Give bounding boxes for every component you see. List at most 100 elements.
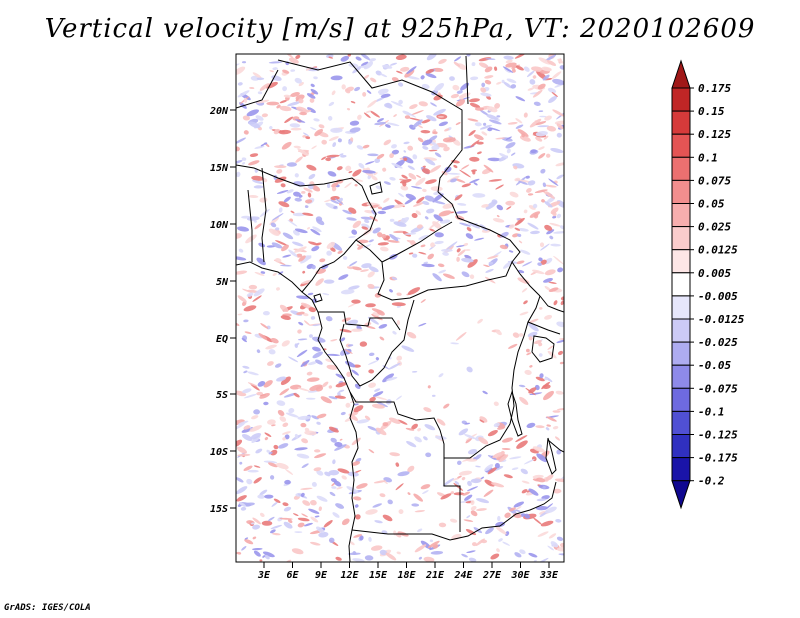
field-speckle [412, 253, 418, 258]
field-speckle [418, 125, 423, 129]
field-speckle [525, 175, 530, 179]
lake-chad [369, 181, 383, 195]
field-speckle [499, 153, 509, 159]
field-speckle [508, 343, 518, 349]
field-speckle [440, 493, 452, 500]
field-speckle [555, 390, 564, 395]
lon-tick-label: 18E [397, 570, 416, 581]
field-speckle [516, 260, 525, 265]
field-speckle [544, 314, 553, 320]
field-speckle [529, 118, 542, 128]
field-speckle [395, 462, 400, 467]
field-speckle [278, 201, 290, 208]
field-speckle [523, 458, 535, 465]
field-speckle [236, 486, 248, 495]
field-speckle [410, 186, 423, 189]
field-speckle [430, 186, 443, 192]
field-speckle [485, 527, 494, 535]
field-speckle [290, 69, 296, 72]
field-speckle [276, 169, 283, 174]
field-speckle [293, 191, 301, 197]
field-speckle [267, 419, 276, 425]
lon-tick-label: 12E [340, 570, 359, 581]
field-speckle [254, 271, 265, 276]
field-speckle [379, 73, 388, 78]
field-speckle [515, 65, 524, 71]
field-speckle [312, 346, 321, 352]
field-speckle [256, 391, 263, 396]
field-speckle [529, 365, 533, 368]
field-speckle [348, 236, 356, 238]
field-speckle [308, 307, 317, 313]
field-speckle [259, 209, 270, 217]
field-speckle [351, 229, 358, 235]
field-speckle [503, 55, 514, 60]
field-speckle [398, 82, 404, 87]
field-speckle [337, 138, 342, 143]
field-speckle [400, 66, 410, 72]
border-congo [339, 299, 415, 387]
field-speckle [368, 536, 372, 542]
field-speckle [364, 415, 371, 421]
field-speckle [532, 89, 543, 98]
field-speckle [392, 203, 405, 209]
field-speckle [449, 518, 458, 523]
field-speckle [246, 109, 259, 117]
field-speckle [416, 224, 423, 229]
field-speckle [391, 144, 397, 149]
field-speckle [414, 544, 427, 553]
field-speckle [538, 153, 546, 159]
field-speckle [251, 175, 264, 181]
field-speckle [487, 255, 499, 260]
lon-tick-label: 6E [286, 570, 299, 581]
field-speckle [425, 158, 436, 166]
colorbar-label: -0.075 [698, 382, 738, 395]
field-speckle [236, 226, 250, 232]
field-speckle [359, 535, 364, 541]
field-speckle [340, 411, 346, 416]
field-speckle [474, 122, 482, 127]
field-speckle [426, 208, 435, 214]
field-speckle [297, 517, 310, 522]
field-speckle [368, 266, 379, 273]
field-speckle [457, 475, 462, 479]
colorbar-bin [671, 387, 691, 412]
field-speckle [377, 210, 386, 215]
field-speckle [305, 199, 313, 204]
field-speckle [287, 101, 301, 107]
field-speckle [411, 503, 420, 507]
field-speckle [306, 164, 317, 171]
lake-malawi [545, 437, 557, 475]
field-speckle [375, 357, 380, 361]
field-speckle [279, 416, 287, 422]
field-speckle [346, 486, 359, 494]
field-speckle [515, 124, 524, 129]
field-speckle [411, 110, 424, 116]
field-speckle [243, 319, 249, 323]
field-speckle [262, 551, 275, 558]
field-speckle [281, 244, 289, 252]
field-speckle [260, 323, 269, 329]
field-speckle [236, 477, 244, 483]
field-speckle [334, 395, 346, 399]
field-speckle [316, 413, 327, 419]
field-speckle [552, 215, 557, 219]
field-speckle [259, 393, 270, 399]
field-speckle [303, 187, 313, 193]
field-speckle [396, 551, 401, 555]
field-speckle [441, 248, 453, 252]
colorbar-label: 0.005 [698, 267, 731, 280]
field-speckle [543, 135, 549, 140]
field-speckle [514, 227, 521, 231]
field-speckle [529, 79, 536, 85]
field-speckle [556, 536, 564, 541]
field-speckle [550, 541, 559, 548]
field-speckle [501, 447, 511, 451]
field-speckle [372, 391, 384, 397]
field-speckle [534, 189, 548, 194]
field-speckle [444, 166, 452, 173]
field-speckle [471, 169, 477, 172]
lon-tick-label: 33E [539, 570, 559, 581]
field-speckle [422, 145, 429, 150]
field-speckle [552, 109, 564, 117]
